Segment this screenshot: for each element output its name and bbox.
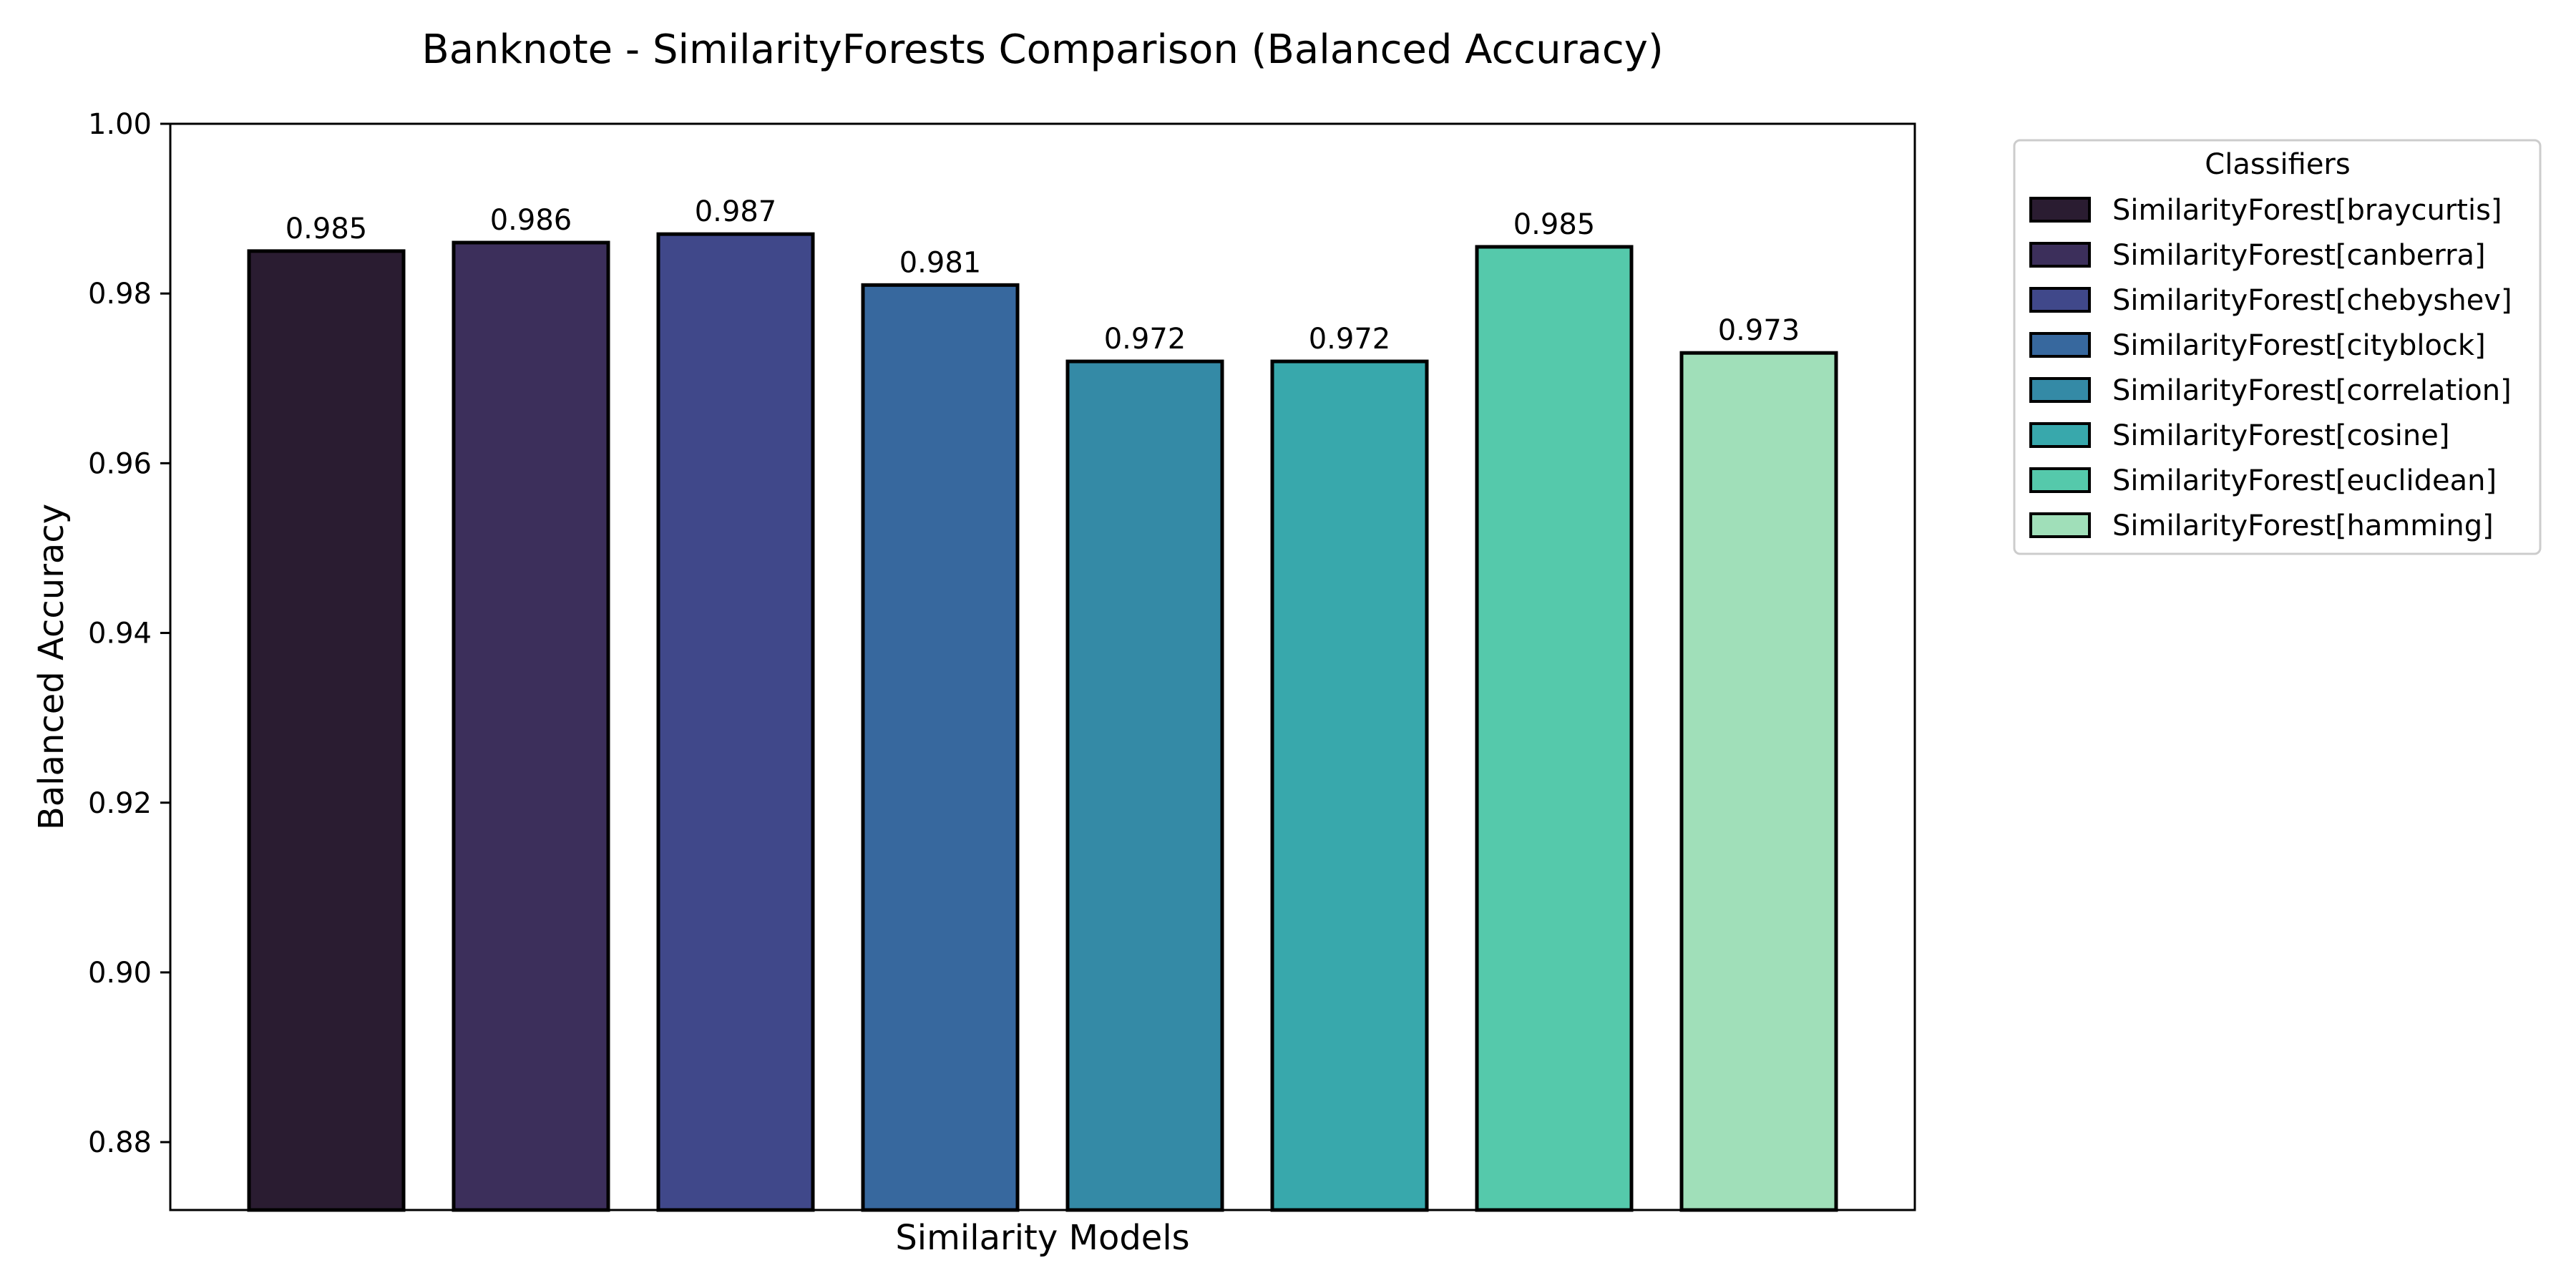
y-tick-label: 0.90 bbox=[88, 957, 152, 990]
bar-value-label: 0.973 bbox=[1718, 314, 1800, 347]
x-axis-label: Similarity Models bbox=[895, 1218, 1189, 1258]
bar-value-label: 0.986 bbox=[490, 204, 572, 237]
legend-entry-label: SimilarityForest[euclidean] bbox=[2112, 464, 2497, 497]
legend-entry-label: SimilarityForest[correlation] bbox=[2112, 374, 2512, 407]
legend-swatch bbox=[2029, 242, 2091, 268]
legend: Classifiers SimilarityForest[braycurtis]… bbox=[2013, 139, 2542, 555]
y-axis-label: Balanced Accuracy bbox=[31, 504, 72, 830]
legend-swatch bbox=[2029, 422, 2091, 448]
bar bbox=[1065, 359, 1224, 1212]
y-tick-label: 0.88 bbox=[88, 1126, 152, 1159]
chart-title: Banknote - SimilarityForests Comparison … bbox=[421, 26, 1663, 73]
legend-entry-label: SimilarityForest[canberra] bbox=[2112, 239, 2486, 272]
bar bbox=[1679, 351, 1838, 1212]
legend-entry-label: SimilarityForest[cityblock] bbox=[2112, 329, 2486, 362]
legend-entry-label: SimilarityForest[hamming] bbox=[2112, 509, 2494, 542]
y-tick-label: 1.00 bbox=[88, 108, 152, 141]
bar-value-label: 0.972 bbox=[1309, 323, 1391, 356]
y-tick-label: 0.96 bbox=[88, 447, 152, 480]
plot-frame bbox=[169, 122, 1916, 1211]
bar-value-label: 0.981 bbox=[899, 246, 982, 279]
bar-value-label: 0.972 bbox=[1104, 323, 1186, 356]
legend-swatch bbox=[2029, 332, 2091, 358]
bar bbox=[1270, 359, 1429, 1212]
legend-swatch bbox=[2029, 197, 2091, 223]
bar bbox=[861, 283, 1020, 1212]
legend-title: Classifiers bbox=[2205, 148, 2350, 181]
bar-value-label: 0.985 bbox=[286, 213, 368, 245]
legend-entry-label: SimilarityForest[chebyshev] bbox=[2112, 284, 2512, 317]
y-tick-label: 0.98 bbox=[88, 278, 152, 311]
bar-value-label: 0.985 bbox=[1513, 208, 1596, 241]
bar-value-label: 0.987 bbox=[695, 195, 777, 228]
bar bbox=[656, 232, 815, 1212]
legend-swatch bbox=[2029, 467, 2091, 493]
legend-items: SimilarityForest[braycurtis] SimilarityFo… bbox=[2029, 194, 2512, 542]
y-tick-label: 0.94 bbox=[88, 618, 152, 650]
legend-frame bbox=[2013, 139, 2542, 555]
bar bbox=[247, 249, 406, 1212]
legend-entry-label: SimilarityForest[braycurtis] bbox=[2112, 194, 2502, 227]
bar bbox=[452, 240, 610, 1212]
bar bbox=[1475, 245, 1634, 1212]
legend-entry-label: SimilarityForest[cosine] bbox=[2112, 419, 2449, 452]
plot-area: 0.985 0.986 0.987 0.981 0.972 0.972 0.985 0.973 bbox=[247, 195, 1838, 1212]
y-axis: 0.88 0.90 0.92 0.94 0.96 0.98 1.00 bbox=[88, 108, 170, 1159]
legend-swatch bbox=[2029, 377, 2091, 403]
legend-swatch bbox=[2029, 287, 2091, 313]
y-tick-label: 0.92 bbox=[88, 787, 152, 820]
legend-swatch bbox=[2029, 512, 2091, 538]
